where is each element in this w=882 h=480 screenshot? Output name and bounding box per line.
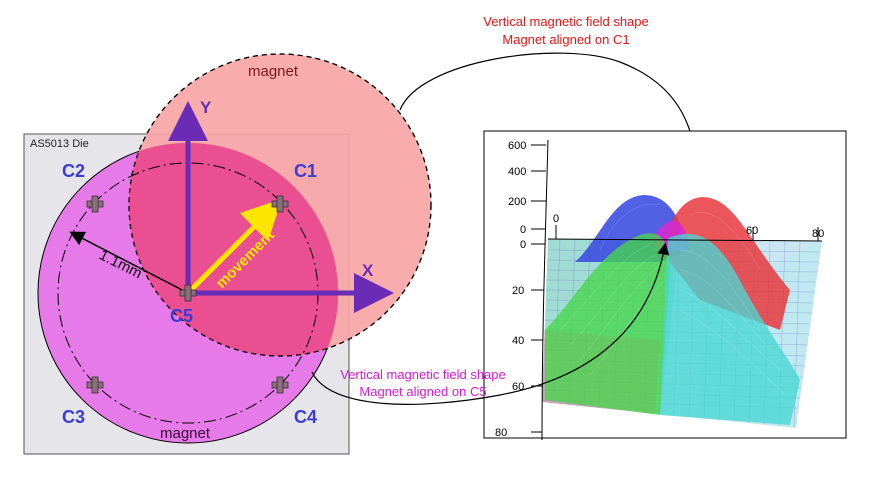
contact-c1-pad: [271, 195, 289, 213]
y-tick-20: 20: [512, 285, 524, 297]
annotation-top-line1: Vertical magnetic field shape: [483, 14, 648, 29]
magnet-upper-border: [128, 53, 432, 357]
x-tick-80: 80: [812, 228, 824, 240]
contact-c5-label: C5: [170, 306, 193, 326]
peak-cyan: [660, 233, 800, 425]
annotation-bottom-line1: Vertical magnetic field shape: [340, 367, 505, 382]
annotation-bottom-line2: Magnet aligned on C5: [359, 384, 486, 399]
z-tick-200: 200: [508, 196, 526, 208]
y-tick-0: 0: [520, 239, 526, 251]
contact-c4-pad: [271, 376, 289, 394]
plot-tick-marks: [531, 144, 819, 433]
contact-c3-label: C3: [62, 407, 85, 427]
contact-c1-label: C1: [294, 161, 317, 181]
contact-c3-pad: [86, 376, 104, 394]
contact-c2-pad: [86, 195, 104, 213]
x-tick-60: 60: [746, 225, 758, 237]
contact-c4-label: C4: [294, 407, 317, 427]
magnet-lower-label: magnet: [160, 425, 211, 442]
x-tick-0: 0: [553, 213, 559, 225]
annotation-top-line2: Magnet aligned on C1: [502, 32, 629, 47]
movement-arrow: [188, 198, 283, 293]
magnet-upper-label: magnet: [248, 63, 299, 80]
radius-arrow: [69, 231, 189, 294]
contact-c5-pad: [179, 284, 197, 302]
x-axis-label: X: [362, 261, 374, 280]
z-tick-400: 400: [508, 166, 526, 178]
y-tick-80: 80: [495, 427, 507, 439]
z-tick-600: 600: [508, 140, 526, 152]
die-label: AS5013 Die: [30, 138, 89, 150]
contact-c2-label: C2: [62, 161, 85, 181]
pointer-bottom: [311, 242, 670, 405]
z-tick-0: 0: [520, 224, 526, 236]
y-axis-label: Y: [200, 98, 212, 117]
y-tick-40: 40: [512, 335, 524, 347]
